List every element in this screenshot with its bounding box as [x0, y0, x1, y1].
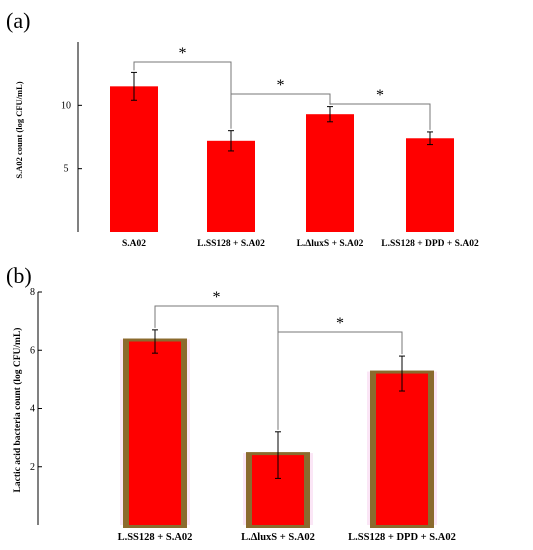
bar: [406, 138, 454, 232]
bar: [306, 114, 354, 232]
bar: [110, 86, 158, 232]
bar-fill: [376, 373, 428, 525]
y-axis-label: S.A02 count (log CFU/mL): [14, 81, 24, 178]
significance-bracket: [277, 331, 403, 430]
panel-label: (a): [6, 8, 30, 33]
category-label: L.SS128 + DPD + S.A02: [348, 532, 456, 543]
panel-b-chart: (b) 2 4 6 8 Lactic acid bacteria count (log C…: [6, 263, 456, 543]
significance-star: *: [277, 77, 285, 94]
significance-star: *: [179, 45, 187, 62]
category-label: L.SS128 + S.A02: [118, 532, 193, 543]
significance-star: *: [336, 315, 344, 332]
panel-a-chart: (a) 5 10 S.A02 count (log CFU/mL) S.A02 L.SS1…: [6, 8, 479, 249]
category-label: L.SS128 + S.A02: [197, 239, 265, 249]
y-tick-label: 8: [30, 287, 35, 298]
category-label: L.ΔluxS + S.A02: [297, 239, 364, 249]
category-label: L.ΔluxS + S.A02: [241, 532, 315, 543]
y-tick-label: 10: [61, 100, 71, 111]
y-tick-label: 2: [30, 462, 35, 473]
y-axis-label: Lactic acid bacteria count (log CFU/mL): [12, 328, 23, 493]
significance-star: *: [213, 289, 221, 306]
significance-star: *: [376, 87, 384, 104]
significance-bracket: [230, 93, 331, 129]
bar: [207, 140, 255, 232]
y-tick-label: 4: [30, 404, 35, 415]
y-tick-label: 6: [30, 345, 35, 356]
panel-label: (b): [6, 263, 32, 288]
y-tick-label: 5: [64, 164, 69, 175]
bar-fill: [129, 341, 181, 525]
category-label: S.A02: [122, 239, 146, 249]
significance-bracket: [329, 103, 431, 130]
category-label: L.SS128 + DPD + S.A02: [381, 239, 479, 249]
